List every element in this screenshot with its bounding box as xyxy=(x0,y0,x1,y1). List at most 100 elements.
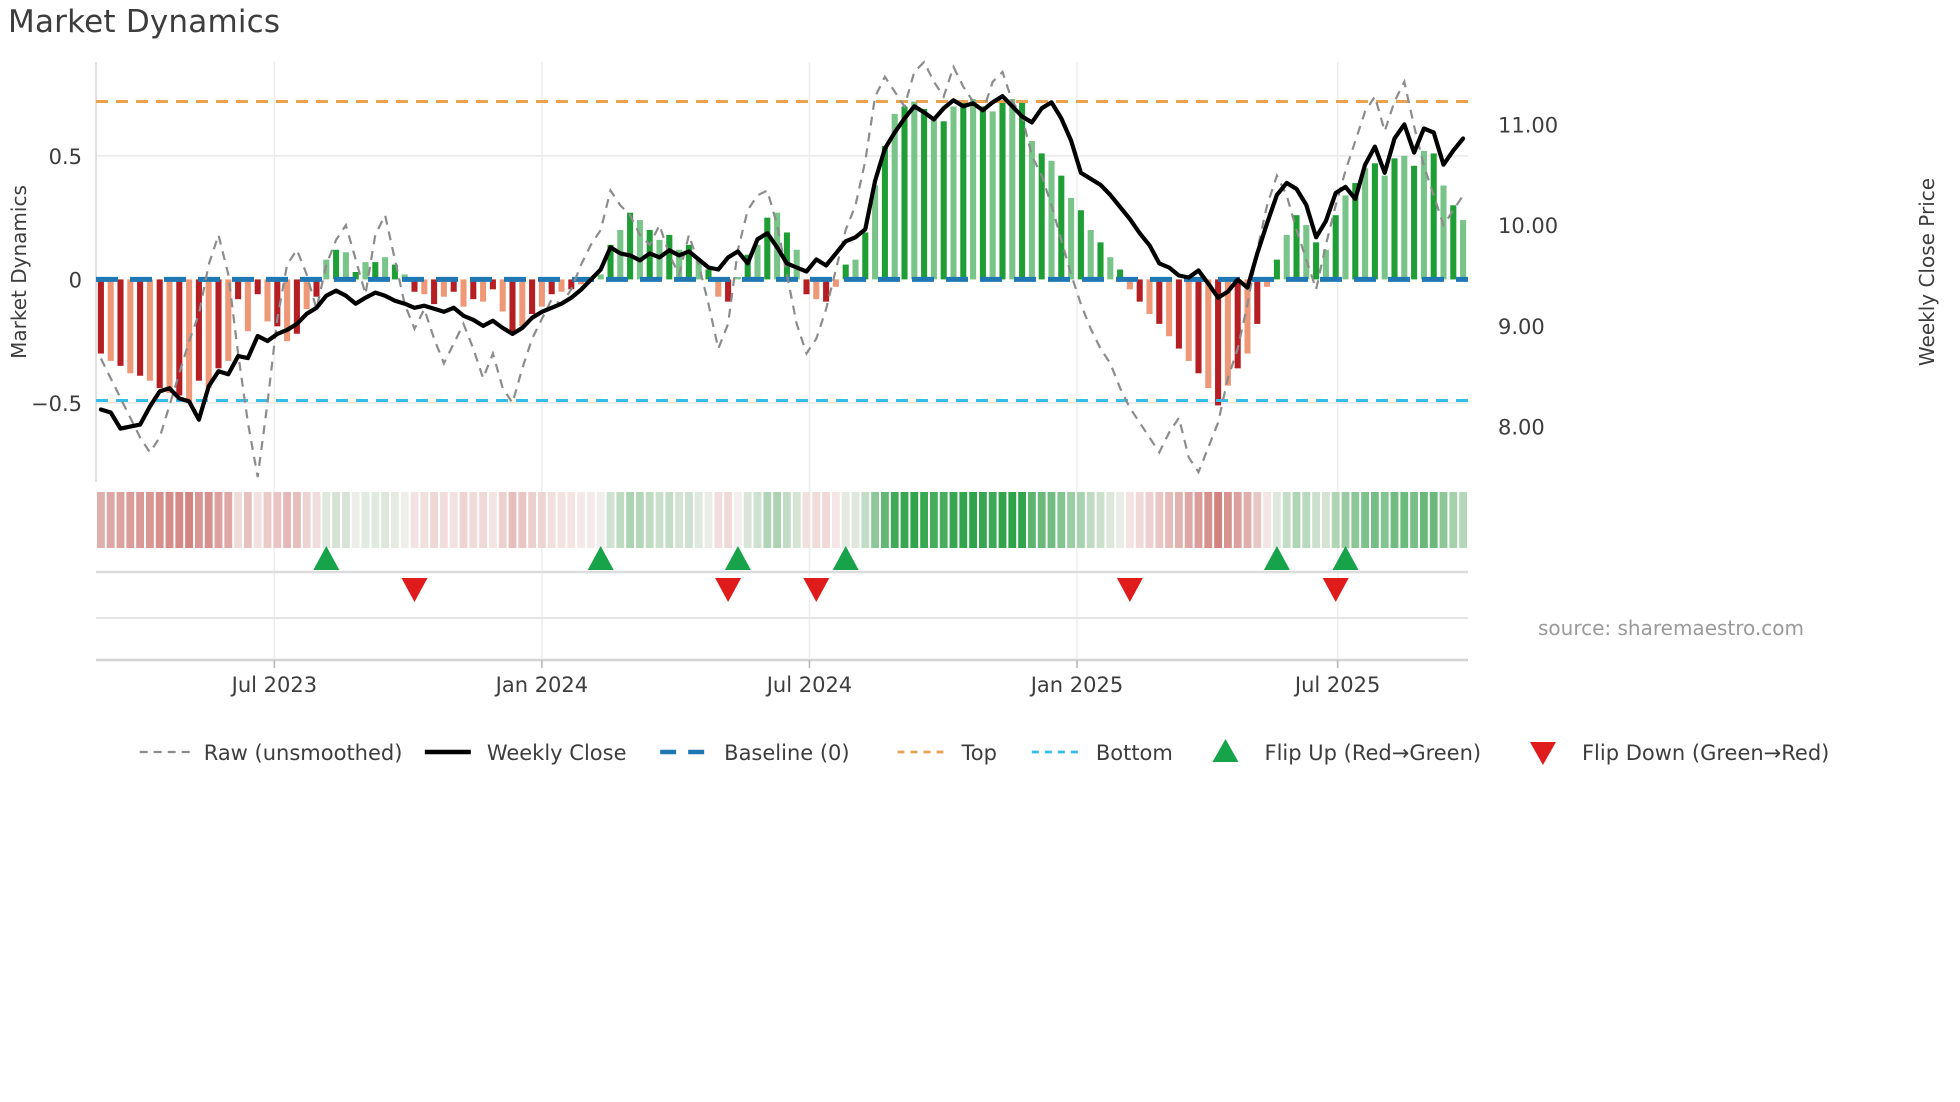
heatmap-cell xyxy=(243,492,252,548)
heatmap-cell xyxy=(929,492,938,548)
heatmap-cell xyxy=(488,492,497,548)
dynamics-bar xyxy=(215,279,222,369)
heatmap-cell xyxy=(145,492,154,548)
flip-down-marker[interactable] xyxy=(715,578,742,602)
dynamics-bar xyxy=(1293,215,1300,280)
legend-item[interactable]: Raw (unsmoothed) xyxy=(139,741,403,765)
heatmap-cell xyxy=(1018,492,1027,548)
heatmap-cell xyxy=(733,492,742,548)
heatmap-cell xyxy=(1174,492,1183,548)
heatmap-cell xyxy=(616,492,625,548)
heatmap-cell xyxy=(714,492,723,548)
dynamics-bar xyxy=(842,264,849,280)
dynamics-bar xyxy=(1195,279,1202,374)
dynamics-bar xyxy=(1313,242,1320,280)
heatmap-cell xyxy=(253,492,262,548)
heatmap-cell xyxy=(910,492,919,548)
heatmap-cell xyxy=(606,492,615,548)
dynamics-bar xyxy=(832,279,839,287)
dynamics-bar xyxy=(1048,160,1055,280)
heatmap-cell xyxy=(831,492,840,548)
flip-up-marker[interactable] xyxy=(1263,546,1290,570)
dynamics-bar xyxy=(813,279,820,300)
dynamics-bar xyxy=(1107,257,1114,280)
heatmap-cell xyxy=(537,492,546,548)
legend-item[interactable]: Top xyxy=(897,741,997,765)
dynamics-bar xyxy=(1371,163,1378,280)
heatmap-cell xyxy=(577,492,586,548)
flip-down-marker[interactable] xyxy=(803,578,830,602)
dynamics-bar xyxy=(127,279,134,374)
heatmap-cell xyxy=(890,492,899,548)
legend-item[interactable]: Baseline (0) xyxy=(660,741,850,765)
heatmap-cell xyxy=(743,492,752,548)
heatmap-cell xyxy=(410,492,419,548)
heatmap-cell xyxy=(1008,492,1017,548)
raw-unsmoothed-line xyxy=(99,60,1465,478)
dynamics-bar xyxy=(205,279,212,389)
flip-up-marker[interactable] xyxy=(724,546,751,570)
heatmap-cell xyxy=(1184,492,1193,548)
heatmap-cell xyxy=(332,492,341,548)
legend-item[interactable]: Weekly Close xyxy=(424,741,627,765)
legend-item[interactable]: Flip Down (Green→Red) xyxy=(1529,741,1829,765)
dynamics-bar xyxy=(1430,153,1437,280)
legend-item[interactable]: Bottom xyxy=(1031,741,1173,765)
dynamics-bar xyxy=(372,262,379,280)
heatmap-cell xyxy=(645,492,654,548)
heatmap-cell xyxy=(1165,492,1174,548)
heatmap-cell xyxy=(351,492,360,548)
dynamics-bar xyxy=(166,279,173,394)
legend-item[interactable]: Flip Up (Red→Green) xyxy=(1212,739,1482,765)
dynamics-bar xyxy=(685,244,692,280)
legend-item-label: Flip Down (Green→Red) xyxy=(1582,741,1829,765)
flip-up-marker[interactable] xyxy=(832,546,859,570)
heatmap-cell xyxy=(1302,492,1311,548)
flip-down-marker[interactable] xyxy=(1116,578,1143,602)
dynamics-bar xyxy=(284,279,291,342)
heatmap-cell xyxy=(773,492,782,548)
heatmap-cell xyxy=(626,492,635,548)
dynamics-bar xyxy=(1136,279,1143,302)
x-axis-tick-label: Jul 2024 xyxy=(765,673,852,697)
dynamics-bar xyxy=(225,279,232,361)
x-axis-tick-label: Jul 2025 xyxy=(1293,673,1380,697)
dynamics-bar xyxy=(1068,197,1075,280)
chart-legend: Raw (unsmoothed) Weekly Close Baseline (0)… xyxy=(139,739,1829,765)
dynamics-bar xyxy=(1215,279,1222,406)
heatmap-cell xyxy=(1419,492,1428,548)
flip-up-marker[interactable] xyxy=(1332,546,1359,570)
dynamics-bar xyxy=(352,272,359,280)
legend-triangle-down-icon xyxy=(1529,742,1556,765)
heatmap-cell xyxy=(871,492,880,548)
dynamics-bar xyxy=(911,101,918,280)
heatmap-cell xyxy=(675,492,684,548)
dynamics-bar xyxy=(303,279,310,310)
flip-up-marker[interactable] xyxy=(587,546,614,570)
heatmap-cell xyxy=(792,492,801,548)
flip-up-marker[interactable] xyxy=(313,546,340,570)
dynamics-bar xyxy=(450,279,457,292)
dynamics-bar xyxy=(1273,259,1280,280)
dynamics-bar xyxy=(264,279,271,322)
flip-down-marker[interactable] xyxy=(1322,578,1349,602)
heatmap-cell xyxy=(949,492,958,548)
dynamics-bar xyxy=(881,146,888,280)
heatmap-cell xyxy=(1400,492,1409,548)
heatmap-cell xyxy=(1145,492,1154,548)
heatmap-cell xyxy=(1370,492,1379,548)
heatmap-cell xyxy=(1125,492,1134,548)
heatmap-cell xyxy=(185,492,194,548)
flip-down-marker[interactable] xyxy=(401,578,428,602)
heatmap-cell xyxy=(763,492,772,548)
heatmap-cell xyxy=(567,492,576,548)
heatmap-cell xyxy=(508,492,517,548)
heatmap-cell xyxy=(812,492,821,548)
dynamics-bar xyxy=(872,185,879,280)
dynamics-bar xyxy=(1303,225,1310,280)
heatmap-cell xyxy=(1439,492,1448,548)
heatmap-cell xyxy=(1361,492,1370,548)
dynamics-bar xyxy=(313,279,320,297)
heatmap-cell xyxy=(1106,492,1115,548)
